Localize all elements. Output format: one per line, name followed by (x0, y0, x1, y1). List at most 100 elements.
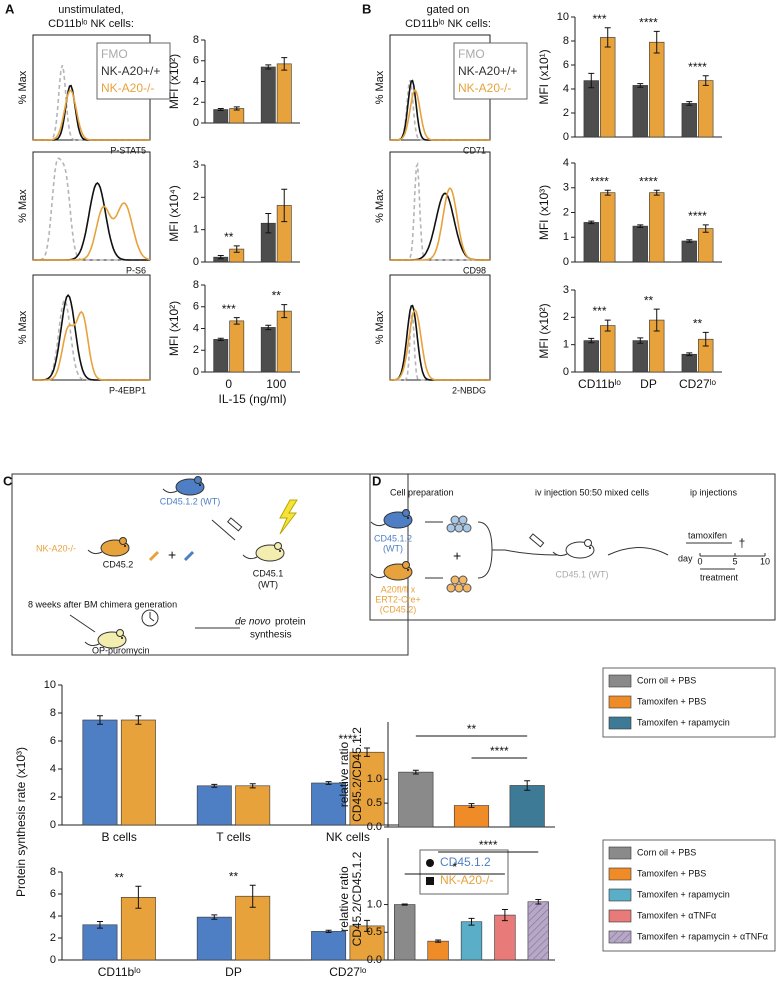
legend-entry: FMO (101, 47, 128, 61)
error-bar (135, 715, 142, 725)
mouse-eye (199, 484, 201, 486)
bar (698, 80, 714, 138)
histogram-frame (32, 151, 151, 261)
bar (632, 225, 648, 263)
histogram-curve (390, 88, 490, 141)
x-tick-label: CD27ˡᵒ (329, 965, 367, 979)
legend-entry: NK-A20+/+ (458, 64, 517, 78)
y-tick-label: 1 (563, 339, 569, 351)
legend-swatch (608, 867, 632, 881)
error-bar (281, 57, 288, 71)
cell (450, 575, 460, 585)
x-tick-label: DP (640, 377, 657, 391)
y-axis-label: MFI (x10¹) (537, 49, 551, 104)
diagram-label: OP-puromycin (92, 645, 150, 655)
panel-label: A (5, 1, 15, 16)
y-axis-label: MFI (x10⁴) (167, 185, 181, 242)
arrow (425, 521, 443, 579)
panel-header: gated on (427, 4, 470, 16)
panel-label: C (3, 473, 13, 488)
y-tick-label: 4 (50, 763, 56, 775)
diagram-label: iv injection 50:50 mixed cells (535, 487, 650, 497)
x-axis-label: IL-15 (ng/ml) (218, 392, 286, 406)
y-tick-label: 0.5 (367, 926, 382, 938)
x-tick-label: CD11bˡᵒ (578, 377, 621, 391)
panel-header: CD11bˡᵒ NK cells: (48, 18, 134, 30)
diagram-label: (CD45.2) (380, 604, 417, 614)
y-tick-label: 8 (193, 279, 199, 291)
y-tick-label: 4 (563, 83, 569, 95)
bar-hatch (527, 901, 549, 960)
mouse-tail (87, 549, 103, 555)
error-bar (249, 884, 256, 908)
bar (196, 785, 232, 826)
bar (229, 108, 245, 124)
error-bar (412, 769, 419, 775)
legend-swatch (608, 888, 632, 902)
x-tick-label: T cells (216, 830, 250, 844)
diagram-label: Cell preparation (390, 487, 454, 497)
y-tick-label: 1.0 (367, 773, 382, 785)
error-bar (281, 188, 288, 223)
histogram-curve (390, 308, 490, 381)
significance: *** (592, 12, 606, 26)
bar (229, 320, 245, 373)
error-bar (637, 337, 644, 344)
legend-entry: NK-A20-/- (101, 81, 154, 95)
x-tick-label: B cells (101, 830, 136, 844)
bar (276, 310, 292, 373)
arrow (211, 519, 236, 541)
error-bar (535, 899, 542, 905)
diagram-label: CD45.1 (WT) (555, 569, 608, 579)
significance: ** (693, 317, 703, 331)
diagram-frame (369, 473, 776, 621)
mouse-eye (589, 547, 591, 549)
y-tick-label: 1 (563, 231, 569, 243)
diagram-label: (WT) (383, 543, 403, 553)
error-bar (265, 213, 272, 234)
mouse-ear (194, 476, 202, 484)
bar (649, 192, 665, 263)
mouse-tail (370, 521, 386, 527)
error-bar (604, 189, 611, 196)
y-tick-label: 10 (557, 11, 569, 23)
legend-entry: NK-A20-/- (440, 873, 493, 887)
diagram-label: treatment (700, 572, 739, 582)
error-bar (265, 324, 272, 331)
significance: ** (224, 230, 234, 244)
cell (458, 575, 468, 585)
y-axis-label: % Max (17, 189, 29, 223)
bar (681, 353, 697, 373)
x-tick-label: CD27ˡᵒ (679, 377, 717, 391)
plus: + (168, 547, 176, 563)
x-axis-label: CD98 (463, 265, 486, 275)
significance: ** (114, 870, 124, 884)
mouse-ear (119, 537, 127, 545)
error-bar (96, 921, 103, 929)
y-tick-label: 2 (193, 96, 199, 108)
y-axis-label: MFI (x10²) (167, 54, 181, 109)
y-tick-label: 0 (563, 256, 569, 268)
significance: ** (467, 722, 477, 736)
bar (632, 85, 648, 138)
legend-swatch (608, 846, 632, 860)
significance: **** (639, 16, 658, 30)
y-axis-label: CD45.2/CD45.1.2 (350, 727, 364, 822)
error-bar (233, 245, 240, 253)
y-tick-label: 6 (193, 55, 199, 67)
y-tick-label: 0 (193, 117, 199, 129)
y-tick-label: 0 (563, 131, 569, 143)
diagram-label: NK-A20-/- (36, 543, 76, 553)
error-bar (265, 64, 272, 70)
y-tick-label: 4 (50, 910, 56, 922)
y-axis-label: MFI (x10²) (167, 301, 181, 356)
y-axis-label: % Max (374, 310, 386, 344)
diagram-label: synthesis (250, 630, 292, 641)
x-tick-label: CD11bˡᵒ (98, 965, 141, 979)
x-tick-label: 100 (266, 377, 286, 391)
panel-header: CD11bˡᵒ NK cells: (405, 18, 491, 30)
histogram-curve (33, 310, 150, 381)
bar (600, 192, 616, 263)
error-bar (325, 929, 332, 933)
